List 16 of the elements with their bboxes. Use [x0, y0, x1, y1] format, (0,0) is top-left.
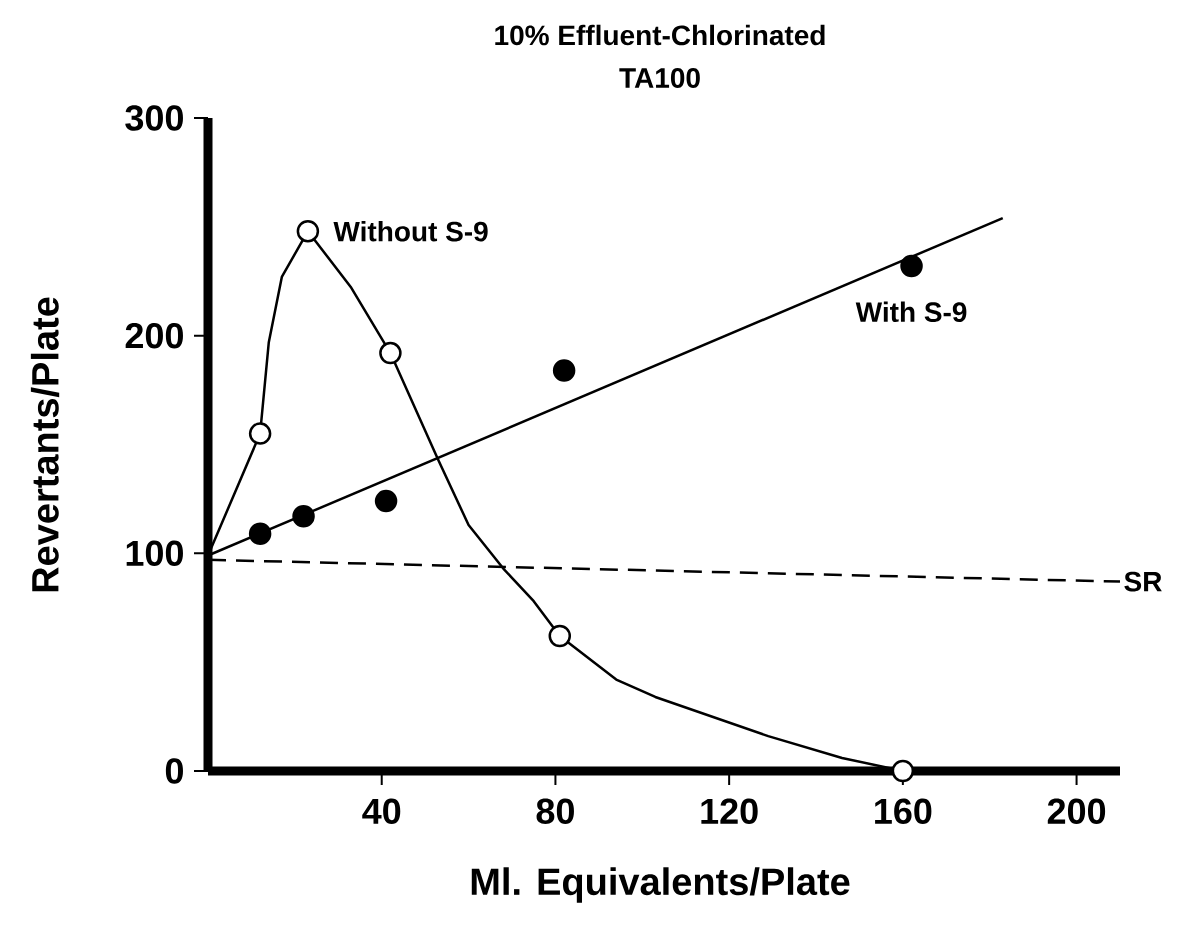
- y-tick-label: 300: [125, 105, 183, 131]
- y-axis-title: Revertants/Plate: [30, 297, 60, 592]
- chart-subtitle: TA100: [619, 68, 700, 88]
- x-tick-label: 200: [1047, 798, 1106, 824]
- series-label: SR: [1124, 571, 1162, 592]
- x-tick-label: 80: [536, 798, 574, 824]
- y-tick-label: 200: [125, 322, 183, 349]
- y-tick-label: 0: [165, 758, 183, 784]
- annotation: With S-9: [855, 301, 967, 323]
- x-axis-title: Ml. Equivalents/Plate: [471, 867, 850, 903]
- x-tick-label: 120: [701, 798, 758, 824]
- y-tick-label: 100: [126, 540, 183, 567]
- chart-title: 10% Effluent-Chlorinated: [495, 24, 825, 46]
- x-tick-label: 160: [875, 798, 932, 824]
- x-tick-label: 40: [362, 798, 401, 824]
- annotation: Without S-9: [333, 220, 488, 242]
